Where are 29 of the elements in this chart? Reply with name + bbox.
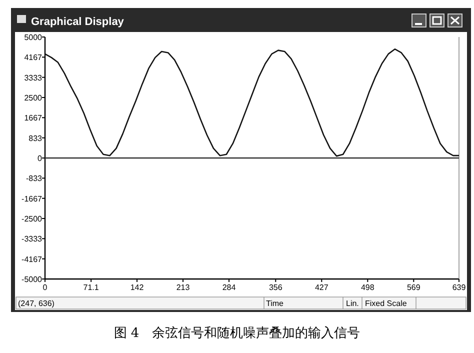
x-tick-label: 356 (268, 283, 283, 292)
x-tick-label: 71.1 (83, 283, 100, 292)
y-tick-label: 2500 (24, 94, 43, 102)
text: (247, 636) (18, 299, 55, 308)
y-tick-label: 0 (38, 154, 43, 163)
y-tick-label: -5000 (22, 275, 43, 284)
x-tick-label: 498 (360, 283, 375, 292)
chart-subtitle: Graphical Display (31, 16, 125, 28)
y-tick-label: -1667 (22, 194, 43, 204)
y-tick-label: 833 (28, 134, 43, 143)
x-tick-label: 142 (130, 283, 144, 292)
x-tick-label: 639 (452, 283, 466, 292)
x-tick-label: 569 (406, 283, 421, 292)
y-tick-label: -4167 (22, 254, 43, 264)
y-tick-label: -3333 (22, 234, 43, 244)
text: 图 4 余弦信号和随机噪声叠加的输入信号 (114, 326, 360, 341)
line-series (44, 48, 460, 157)
y-tick-label: 3333 (24, 73, 43, 82)
x-tick-label: 284 (222, 283, 236, 292)
y-tick-label: 1667 (24, 114, 43, 123)
x-tick-label: 213 (176, 283, 190, 292)
text: Fixed Scale (365, 299, 408, 308)
x-tick-label: 427 (314, 283, 329, 292)
text: Lin. (346, 299, 359, 308)
y-tick-label: -2500 (22, 214, 43, 224)
y-tick-label: 4167 (24, 53, 43, 62)
y-tick-label: 5000 (24, 33, 43, 42)
x-axis-title: Time (266, 299, 284, 308)
y-tick-label: -833 (26, 174, 43, 184)
